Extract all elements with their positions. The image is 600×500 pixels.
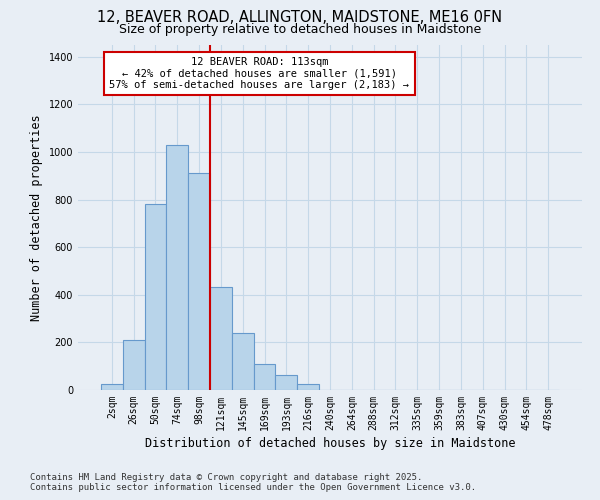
Text: 12 BEAVER ROAD: 113sqm
← 42% of detached houses are smaller (1,591)
57% of semi-: 12 BEAVER ROAD: 113sqm ← 42% of detached… bbox=[109, 57, 409, 90]
Bar bbox=[297, 384, 319, 390]
Text: Size of property relative to detached houses in Maidstone: Size of property relative to detached ho… bbox=[119, 22, 481, 36]
Bar bbox=[101, 384, 123, 390]
Bar bbox=[123, 340, 145, 390]
Text: Contains HM Land Registry data © Crown copyright and database right 2025.
Contai: Contains HM Land Registry data © Crown c… bbox=[30, 473, 476, 492]
Bar bbox=[254, 364, 275, 390]
Bar bbox=[188, 174, 210, 390]
Y-axis label: Number of detached properties: Number of detached properties bbox=[30, 114, 43, 321]
Bar bbox=[166, 145, 188, 390]
X-axis label: Distribution of detached houses by size in Maidstone: Distribution of detached houses by size … bbox=[145, 437, 515, 450]
Bar bbox=[232, 333, 254, 390]
Bar bbox=[210, 286, 232, 390]
Text: 12, BEAVER ROAD, ALLINGTON, MAIDSTONE, ME16 0FN: 12, BEAVER ROAD, ALLINGTON, MAIDSTONE, M… bbox=[97, 10, 503, 25]
Bar bbox=[145, 204, 166, 390]
Bar bbox=[275, 374, 297, 390]
